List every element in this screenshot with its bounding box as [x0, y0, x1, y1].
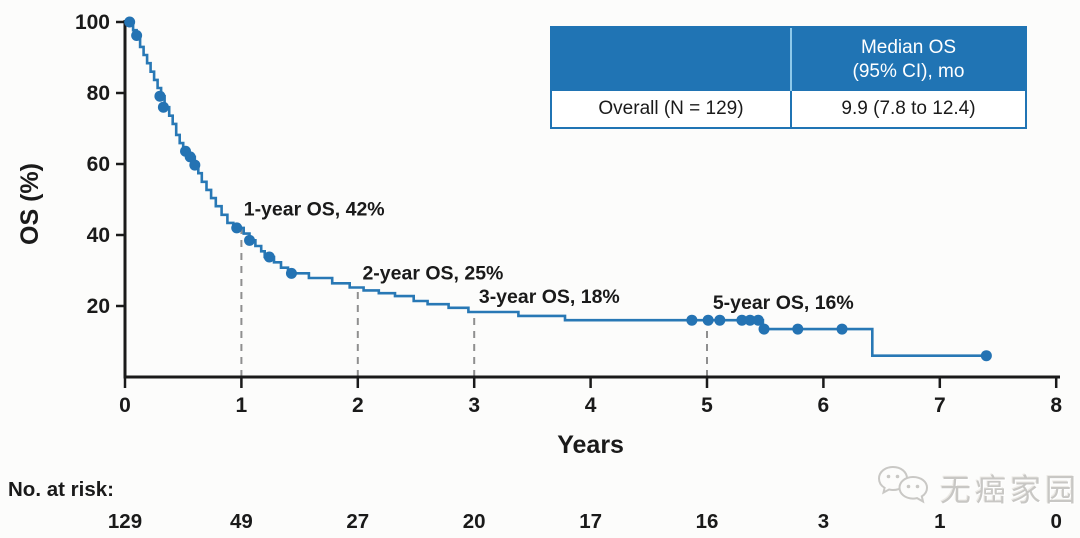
censor-mark [189, 159, 201, 171]
y-tick-label: 20 [87, 295, 110, 318]
censor-mark [244, 234, 256, 246]
censor-mark [980, 350, 992, 362]
censor-mark [231, 222, 243, 234]
survival-step-curve [125, 20, 987, 357]
x-tick-label: 7 [934, 394, 946, 417]
summary-table-data-row: Overall (N = 129) 9.9 (7.8 to 12.4) [552, 91, 1025, 127]
y-tick-label: 60 [87, 153, 110, 176]
x-tick-label: 4 [585, 394, 597, 417]
censor-mark [758, 323, 770, 335]
median-os-header-line1: Median OS [860, 36, 957, 58]
censor-mark [154, 90, 166, 102]
censor-mark [184, 151, 196, 163]
landmark-annotation: 5-year OS, 16% [713, 292, 854, 314]
y-tick-label: 80 [87, 82, 110, 105]
x-tick-label: 1 [236, 394, 248, 417]
y-axis-title: OS (%) [16, 163, 44, 245]
risk-count: 49 [230, 510, 253, 533]
censor-mark [157, 101, 169, 113]
risk-count: 0 [1050, 510, 1061, 533]
median-os-value: 9.9 (7.8 to 12.4) [790, 91, 1025, 127]
overall-group-label: Overall (N = 129) [552, 91, 790, 127]
censor-mark [686, 314, 698, 326]
risk-count: 27 [346, 510, 369, 533]
censor-mark [736, 314, 748, 326]
summary-header-median-os-cell: Median OS (95% CI), mo [790, 28, 1025, 91]
censor-mark [285, 267, 297, 279]
censor-mark [744, 314, 756, 326]
watermark: 无癌家园 [876, 464, 1080, 510]
y-tick-label: 100 [75, 11, 110, 34]
x-axis-title: Years [557, 431, 624, 459]
censor-mark [792, 323, 804, 335]
watermark-text: 无癌家园 [940, 472, 1080, 508]
censor-mark [131, 29, 143, 41]
censor-mark [836, 323, 848, 335]
landmark-annotation: 3-year OS, 18% [479, 286, 620, 308]
summary-header-empty-cell [552, 28, 790, 91]
x-tick-label: 2 [352, 394, 364, 417]
x-tick-label: 5 [701, 394, 713, 417]
x-tick-label: 6 [818, 394, 830, 417]
censor-mark [124, 16, 136, 28]
risk-count: 16 [696, 510, 719, 533]
censor-mark [714, 314, 726, 326]
censor-mark [702, 314, 714, 326]
censor-mark [263, 251, 275, 263]
risk-count: 3 [818, 510, 829, 533]
no-at-risk-label: No. at risk: [8, 478, 114, 501]
x-tick-label: 8 [1050, 394, 1062, 417]
risk-count: 1 [934, 510, 945, 533]
x-tick-label: 3 [468, 394, 480, 417]
risk-count: 129 [108, 510, 142, 533]
landmark-annotation: 1-year OS, 42% [244, 198, 385, 220]
x-tick-label: 0 [119, 394, 131, 417]
summary-table-header-row: Median OS (95% CI), mo [552, 28, 1025, 91]
median-os-summary-table: Median OS (95% CI), mo Overall (N = 129)… [550, 26, 1027, 129]
censor-mark [752, 314, 764, 326]
risk-count: 17 [579, 510, 602, 533]
landmark-annotation: 2-year OS, 25% [362, 262, 503, 284]
y-tick-label: 40 [87, 224, 110, 247]
risk-count: 20 [463, 510, 486, 533]
median-os-header-line2: (95% CI), mo [852, 60, 965, 82]
chat-bubbles-icon [877, 465, 929, 504]
